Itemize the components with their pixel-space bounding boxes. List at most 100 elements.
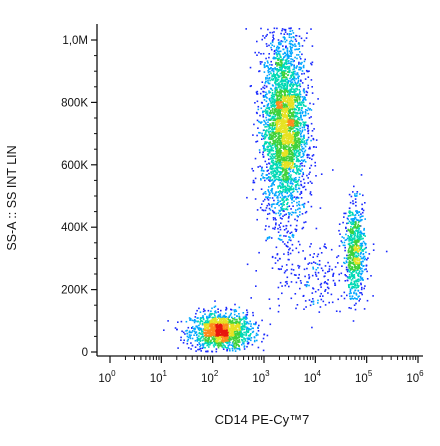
data-point [210,340,212,343]
data-point [278,238,281,240]
data-point [272,111,275,114]
data-point [287,93,290,95]
data-point [262,151,264,153]
data-point [187,326,190,329]
data-point [273,199,275,202]
data-point [275,194,277,197]
data-point [294,135,296,137]
data-point [266,146,268,148]
data-point [286,55,289,57]
data-point [317,253,320,256]
data-point [295,40,298,42]
data-point [295,146,297,149]
data-point [236,325,239,327]
data-point [359,219,362,222]
data-point [290,48,292,50]
data-point [349,265,351,267]
data-point [360,283,362,286]
data-point [270,67,272,69]
data-point [257,127,259,129]
data-point [353,218,356,221]
data-point [275,130,277,133]
data-point [343,261,345,264]
data-point [302,90,305,92]
data-point [215,340,217,343]
data-point [227,326,230,328]
data-point [283,154,285,157]
data-point [272,155,274,158]
data-point [280,141,282,144]
data-point [357,225,359,227]
data-point [295,151,297,154]
data-point [217,315,219,317]
data-point [284,166,287,169]
data-point [318,311,321,313]
data-point [349,295,351,297]
data-point [270,171,272,173]
data-point [296,215,299,217]
data-point [281,142,283,144]
data-point [265,123,267,125]
data-point [253,323,255,325]
data-point [309,147,311,150]
data-point [191,331,193,334]
data-point [272,167,275,170]
data-point [324,272,327,274]
data-point [288,106,291,109]
data-point [219,313,222,315]
data-point [216,339,219,341]
data-point [272,68,274,70]
data-point [254,323,256,326]
data-point [352,223,355,226]
data-point [351,219,353,222]
data-point [224,345,226,347]
data-point [281,65,283,67]
data-point [272,217,275,219]
data-point [275,178,277,180]
data-point [298,28,301,30]
data-point [328,270,331,272]
data-point [229,329,231,332]
data-point [278,268,281,271]
data-point [286,83,288,85]
data-point [266,110,269,112]
data-point [287,81,290,84]
data-point [282,140,285,143]
data-point [225,309,227,311]
data-point [197,348,199,351]
data-point [284,91,286,93]
data-point [351,231,353,233]
data-point [357,274,360,276]
data-point [268,186,270,188]
data-point [277,117,280,120]
data-point [358,220,361,223]
data-point [280,135,283,137]
data-point [356,239,359,241]
data-point [295,78,297,80]
data-point [295,94,297,97]
data-point [206,342,208,345]
data-point [237,331,239,333]
data-point [249,320,251,323]
data-point [293,139,296,142]
data-point [287,251,289,254]
data-point [299,85,302,88]
data-point [352,218,355,220]
data-point [272,39,274,41]
data-point [358,247,360,249]
data-point [320,282,323,285]
data-point [174,327,177,329]
data-point [360,273,362,276]
data-point [297,168,300,171]
data-point [287,140,290,142]
data-point [292,141,295,144]
data-point [189,331,191,334]
data-point [275,52,277,54]
data-point [318,263,321,266]
data-point [286,203,288,205]
data-point [318,260,321,262]
data-point [340,240,343,242]
data-point [320,173,323,175]
data-point [277,79,280,81]
data-point [284,59,287,62]
